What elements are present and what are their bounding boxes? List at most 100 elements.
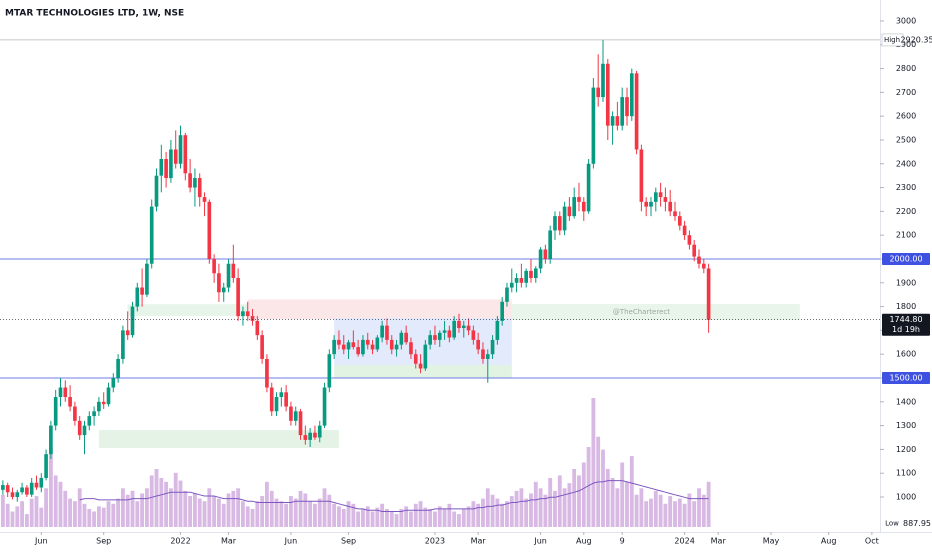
volume-bar bbox=[212, 496, 217, 527]
x-tick-label: Mar bbox=[471, 537, 487, 546]
volume-bar bbox=[361, 508, 365, 527]
candle-body bbox=[380, 325, 384, 338]
volume-bar bbox=[567, 483, 572, 527]
candle-body bbox=[236, 278, 240, 317]
volume-bar bbox=[461, 508, 466, 527]
volume-bar bbox=[29, 498, 34, 527]
y-tick-label: 1000 bbox=[896, 493, 916, 502]
candle-body bbox=[188, 173, 192, 188]
candle-body bbox=[572, 197, 577, 217]
candle-body bbox=[34, 482, 39, 488]
candle-body bbox=[255, 320, 260, 336]
volume-bar bbox=[625, 481, 629, 527]
volume-bar bbox=[337, 506, 341, 527]
volume-bar bbox=[452, 511, 457, 527]
volume-bar bbox=[289, 496, 293, 527]
volume-bar bbox=[168, 488, 173, 527]
volume-bar bbox=[471, 501, 476, 527]
volume-bar bbox=[351, 503, 356, 527]
volume-bar bbox=[144, 488, 149, 527]
y-tick-label: 2400 bbox=[896, 159, 916, 168]
candle-body bbox=[337, 339, 341, 345]
volume-bar bbox=[437, 506, 442, 527]
volume-bar bbox=[658, 494, 663, 527]
candle-body bbox=[543, 249, 548, 259]
candle-body bbox=[197, 178, 202, 198]
volume-bar bbox=[92, 511, 97, 527]
volume-bar bbox=[53, 475, 58, 527]
volume-bar bbox=[111, 503, 116, 527]
volume-bar bbox=[543, 494, 548, 527]
volume-bar bbox=[15, 506, 20, 527]
candle-body bbox=[250, 316, 255, 321]
candle-body bbox=[279, 392, 284, 398]
candle-body bbox=[567, 206, 572, 217]
candle-body bbox=[649, 201, 653, 207]
candle-body bbox=[63, 387, 68, 398]
candle-body bbox=[159, 159, 164, 176]
candle-body bbox=[385, 325, 389, 340]
candle-body bbox=[332, 339, 336, 355]
candle-body bbox=[29, 482, 34, 495]
candle-body bbox=[202, 197, 207, 202]
candle-body bbox=[106, 387, 111, 405]
volume-bar bbox=[447, 503, 452, 527]
candle-body bbox=[207, 201, 212, 259]
volume-bar bbox=[404, 506, 409, 527]
candle-body bbox=[495, 320, 500, 340]
volume-bar bbox=[529, 493, 533, 527]
volume-bar bbox=[68, 498, 73, 527]
volume-bar bbox=[701, 494, 706, 527]
candle-body bbox=[77, 420, 82, 436]
candle-body bbox=[44, 454, 48, 478]
volume-bar bbox=[130, 490, 135, 527]
candle-body bbox=[346, 342, 351, 350]
candle-body bbox=[596, 87, 601, 98]
candle-body bbox=[217, 273, 221, 293]
volume-bar bbox=[250, 508, 255, 527]
volume-bar bbox=[557, 475, 562, 527]
candle-body bbox=[399, 332, 404, 345]
volume-bar bbox=[20, 501, 25, 527]
volume-bar bbox=[106, 501, 111, 527]
y-tick-label: 2200 bbox=[896, 207, 916, 216]
candle-body bbox=[303, 435, 308, 440]
candle-body bbox=[706, 268, 711, 320]
candle-body bbox=[164, 159, 168, 179]
volume-bar bbox=[87, 508, 92, 527]
candle-body bbox=[605, 63, 610, 126]
volume-bar bbox=[226, 493, 231, 527]
volume-ma-line bbox=[79, 480, 709, 512]
candle-body bbox=[658, 192, 663, 198]
candle-body bbox=[269, 387, 274, 412]
candle-body bbox=[231, 263, 236, 279]
candle-body bbox=[620, 97, 625, 126]
volume-bar bbox=[245, 506, 250, 527]
candle-body bbox=[653, 192, 658, 202]
volume-bar bbox=[615, 488, 620, 527]
volume-bar bbox=[562, 488, 567, 527]
price-tag: 2000.00 bbox=[889, 254, 922, 263]
volume-bar bbox=[466, 506, 471, 527]
candle-body bbox=[577, 197, 581, 202]
zone bbox=[247, 299, 512, 319]
candle-body bbox=[553, 216, 557, 231]
candle-body bbox=[668, 201, 673, 212]
volume-bar bbox=[505, 501, 509, 527]
candle-body bbox=[183, 135, 188, 174]
volume-bar bbox=[34, 496, 39, 527]
volume-bar bbox=[327, 494, 332, 527]
volume-bar bbox=[428, 508, 433, 527]
volume-bar bbox=[231, 490, 236, 527]
x-tick-label: Sep bbox=[96, 537, 111, 546]
volume-bar bbox=[10, 511, 15, 527]
volume-bar bbox=[634, 494, 639, 527]
candle-body bbox=[356, 347, 360, 355]
candle-body bbox=[644, 201, 649, 207]
volume-bar bbox=[423, 507, 428, 527]
volume-bar bbox=[687, 493, 692, 527]
volume-bar bbox=[572, 468, 577, 527]
volume-bar bbox=[284, 503, 289, 527]
